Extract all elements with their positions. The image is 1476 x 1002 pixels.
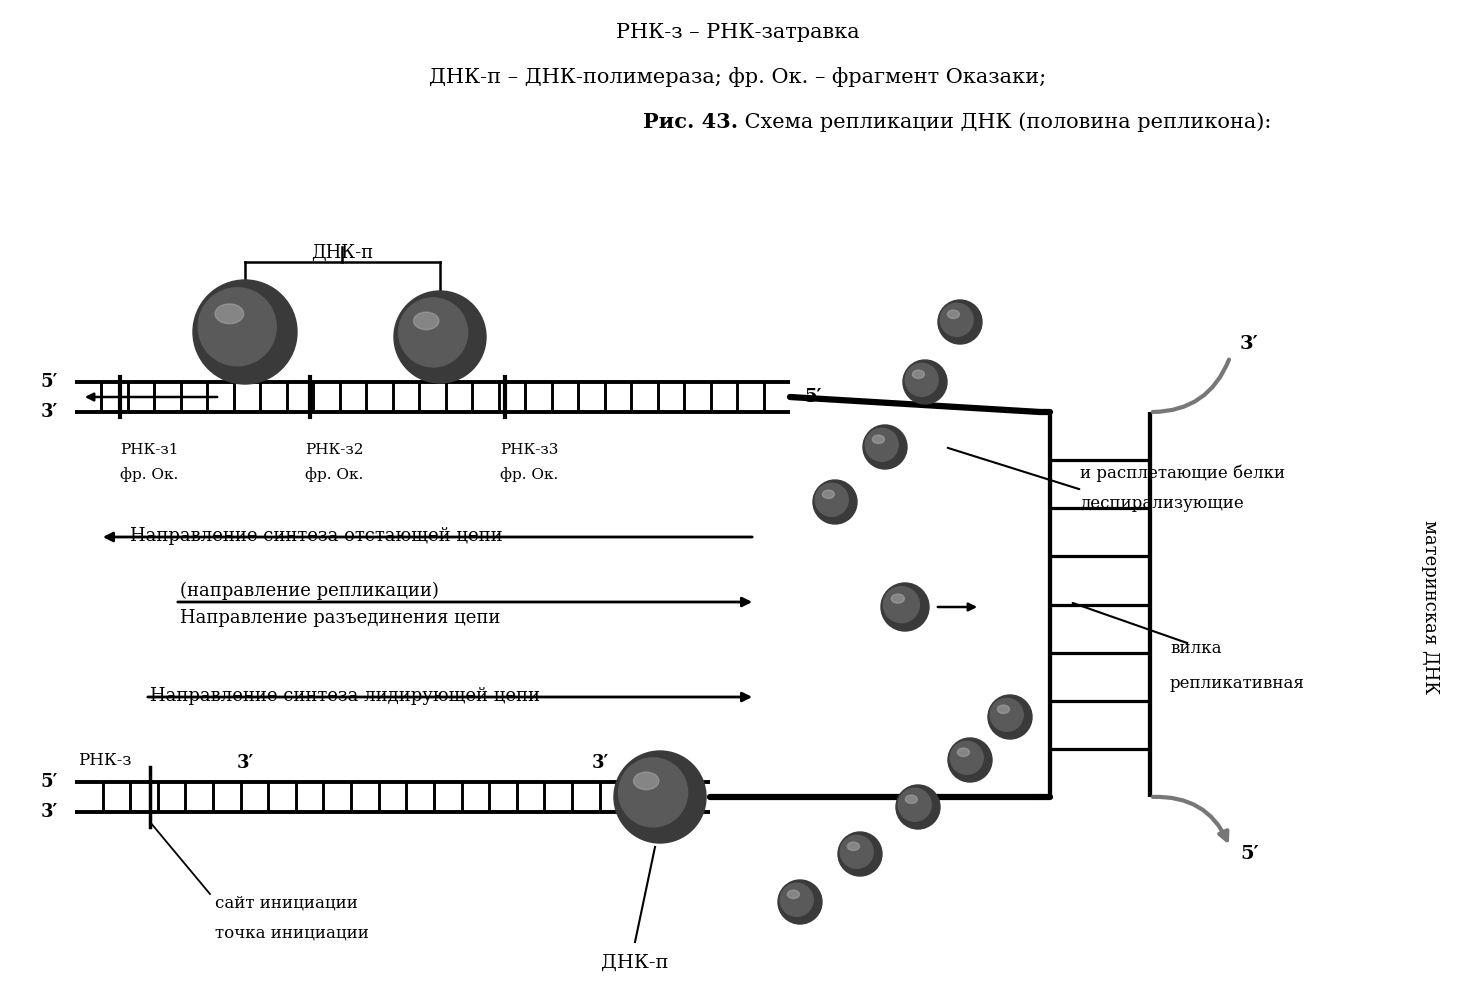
Circle shape <box>193 280 297 384</box>
Circle shape <box>781 884 813 916</box>
Circle shape <box>884 586 920 622</box>
Circle shape <box>838 832 883 876</box>
Text: Направление синтеза лидирующей цепи: Направление синтеза лидирующей цепи <box>151 687 540 705</box>
Ellipse shape <box>948 311 959 319</box>
Text: сайт инициации: сайт инициации <box>215 895 357 912</box>
Text: репликативная: репликативная <box>1170 675 1305 692</box>
Circle shape <box>813 480 858 524</box>
Text: Направление синтеза отстающей цепи: Направление синтеза отстающей цепи <box>130 527 503 545</box>
Ellipse shape <box>215 304 244 324</box>
Circle shape <box>905 364 939 397</box>
Text: 5′: 5′ <box>1240 845 1259 863</box>
Text: точка инициации: точка инициации <box>215 925 369 942</box>
Circle shape <box>399 298 468 367</box>
Ellipse shape <box>633 773 658 790</box>
Text: материнская ДНК: материнская ДНК <box>1421 520 1439 694</box>
Ellipse shape <box>872 435 884 444</box>
Text: РНК-з1: РНК-з1 <box>120 443 179 457</box>
Ellipse shape <box>413 313 438 330</box>
Text: 5′: 5′ <box>804 388 822 406</box>
Ellipse shape <box>787 890 800 899</box>
Text: ДНК-п: ДНК-п <box>311 244 373 262</box>
Circle shape <box>614 752 706 843</box>
Circle shape <box>990 698 1023 731</box>
Ellipse shape <box>958 748 970 757</box>
Text: 3′: 3′ <box>236 754 254 772</box>
Circle shape <box>394 291 486 383</box>
Circle shape <box>939 300 982 344</box>
Text: 5′: 5′ <box>41 773 58 791</box>
Text: ДНК-п: ДНК-п <box>601 954 669 972</box>
Text: РНК-з3: РНК-з3 <box>500 443 558 457</box>
Circle shape <box>899 789 931 822</box>
Ellipse shape <box>998 705 1010 713</box>
Ellipse shape <box>822 490 834 498</box>
Circle shape <box>896 785 940 829</box>
Text: 3′: 3′ <box>41 803 58 821</box>
Ellipse shape <box>912 370 924 379</box>
Text: деспирализующие: деспирализующие <box>1080 495 1244 512</box>
Text: 3′: 3′ <box>41 403 58 421</box>
Circle shape <box>618 758 688 827</box>
Text: вилка: вилка <box>1170 640 1222 657</box>
Text: фр. Ок.: фр. Ок. <box>120 467 179 482</box>
Text: фр. Ок.: фр. Ок. <box>500 467 558 482</box>
Text: фр. Ок.: фр. Ок. <box>306 467 363 482</box>
Circle shape <box>865 428 899 461</box>
Circle shape <box>903 360 948 404</box>
Circle shape <box>987 695 1032 739</box>
Text: 3′: 3′ <box>1240 335 1259 353</box>
Text: Рис. 43.: Рис. 43. <box>644 112 738 132</box>
Text: РНК-з2: РНК-з2 <box>306 443 363 457</box>
Text: Схема репликации ДНК (половина репликона):: Схема репликации ДНК (половина репликона… <box>738 112 1271 132</box>
Text: Направление разъединения цепи: Направление разъединения цепи <box>180 609 500 627</box>
Text: РНК-з – РНК-затравка: РНК-з – РНК-затравка <box>615 22 861 41</box>
Circle shape <box>198 288 276 366</box>
Circle shape <box>778 880 822 924</box>
Circle shape <box>863 425 906 469</box>
Text: 5′: 5′ <box>41 373 58 391</box>
Circle shape <box>840 836 874 869</box>
Text: 3′: 3′ <box>592 754 608 772</box>
Text: и расплетающие белки: и расплетающие белки <box>1080 465 1286 482</box>
Text: РНК-з: РНК-з <box>78 752 131 769</box>
Ellipse shape <box>905 796 918 804</box>
Circle shape <box>815 483 849 516</box>
Circle shape <box>881 583 928 631</box>
Circle shape <box>940 304 973 337</box>
Circle shape <box>948 738 992 782</box>
Text: (направление репликации): (направление репликации) <box>180 582 438 600</box>
Text: ДНК-п – ДНК-полимераза; фр. Ок. – фрагмент Оказаки;: ДНК-п – ДНК-полимераза; фр. Ок. – фрагме… <box>430 67 1046 87</box>
Ellipse shape <box>892 594 905 603</box>
Circle shape <box>951 741 983 775</box>
Ellipse shape <box>847 842 859 851</box>
